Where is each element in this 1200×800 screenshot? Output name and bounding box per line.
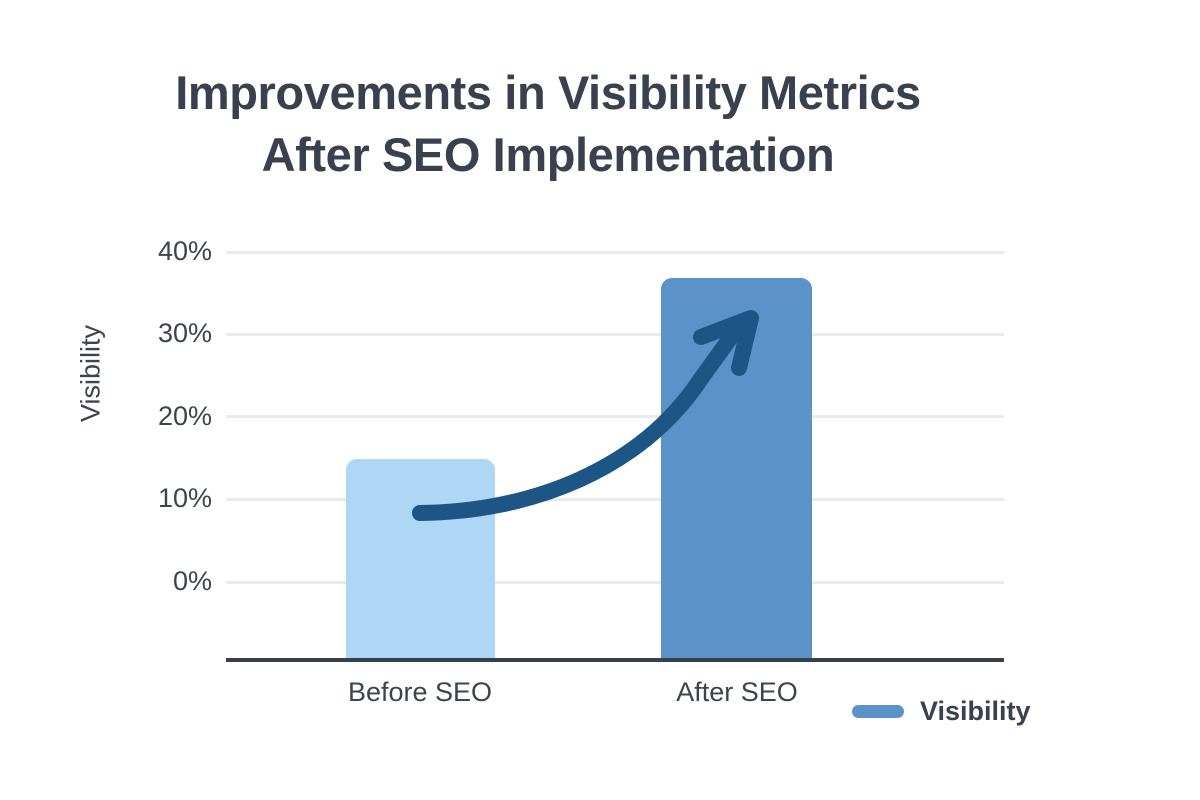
legend-swatch-visibility [852, 705, 904, 718]
bar-after-seo[interactable] [661, 278, 812, 658]
y-axis-tick-labels: 40% 30% 20% 10% 0% [118, 0, 212, 800]
plot-area [226, 245, 1004, 665]
gridline-10 [226, 498, 1004, 501]
x-tick-label-after-seo: After SEO [676, 677, 798, 707]
chart-title: Improvements in Visibility Metrics After… [0, 62, 1096, 186]
bar-before-seo[interactable] [346, 459, 495, 658]
gridline-30 [226, 333, 1004, 336]
y-axis-title: Visibility [75, 324, 106, 423]
y-tick-label-0: 0% [172, 566, 212, 596]
chart-title-line-1: Improvements in Visibility Metrics [175, 66, 921, 119]
y-tick-label-20: 20% [157, 401, 212, 431]
y-tick-label-40: 40% [157, 236, 212, 266]
x-tick-label-before-seo: Before SEO [347, 677, 493, 707]
y-tick-label-10: 10% [157, 483, 212, 513]
legend-label-visibility: Visibility [920, 696, 1031, 726]
x-axis-line [226, 658, 1004, 662]
chart-title-line-2: After SEO Implementation [261, 128, 835, 181]
gridline-20 [226, 415, 1004, 418]
gridline-0 [226, 581, 1004, 584]
gridline-40 [226, 251, 1004, 254]
chart-legend: Visibility [852, 698, 1031, 725]
y-tick-label-30: 30% [157, 318, 212, 348]
